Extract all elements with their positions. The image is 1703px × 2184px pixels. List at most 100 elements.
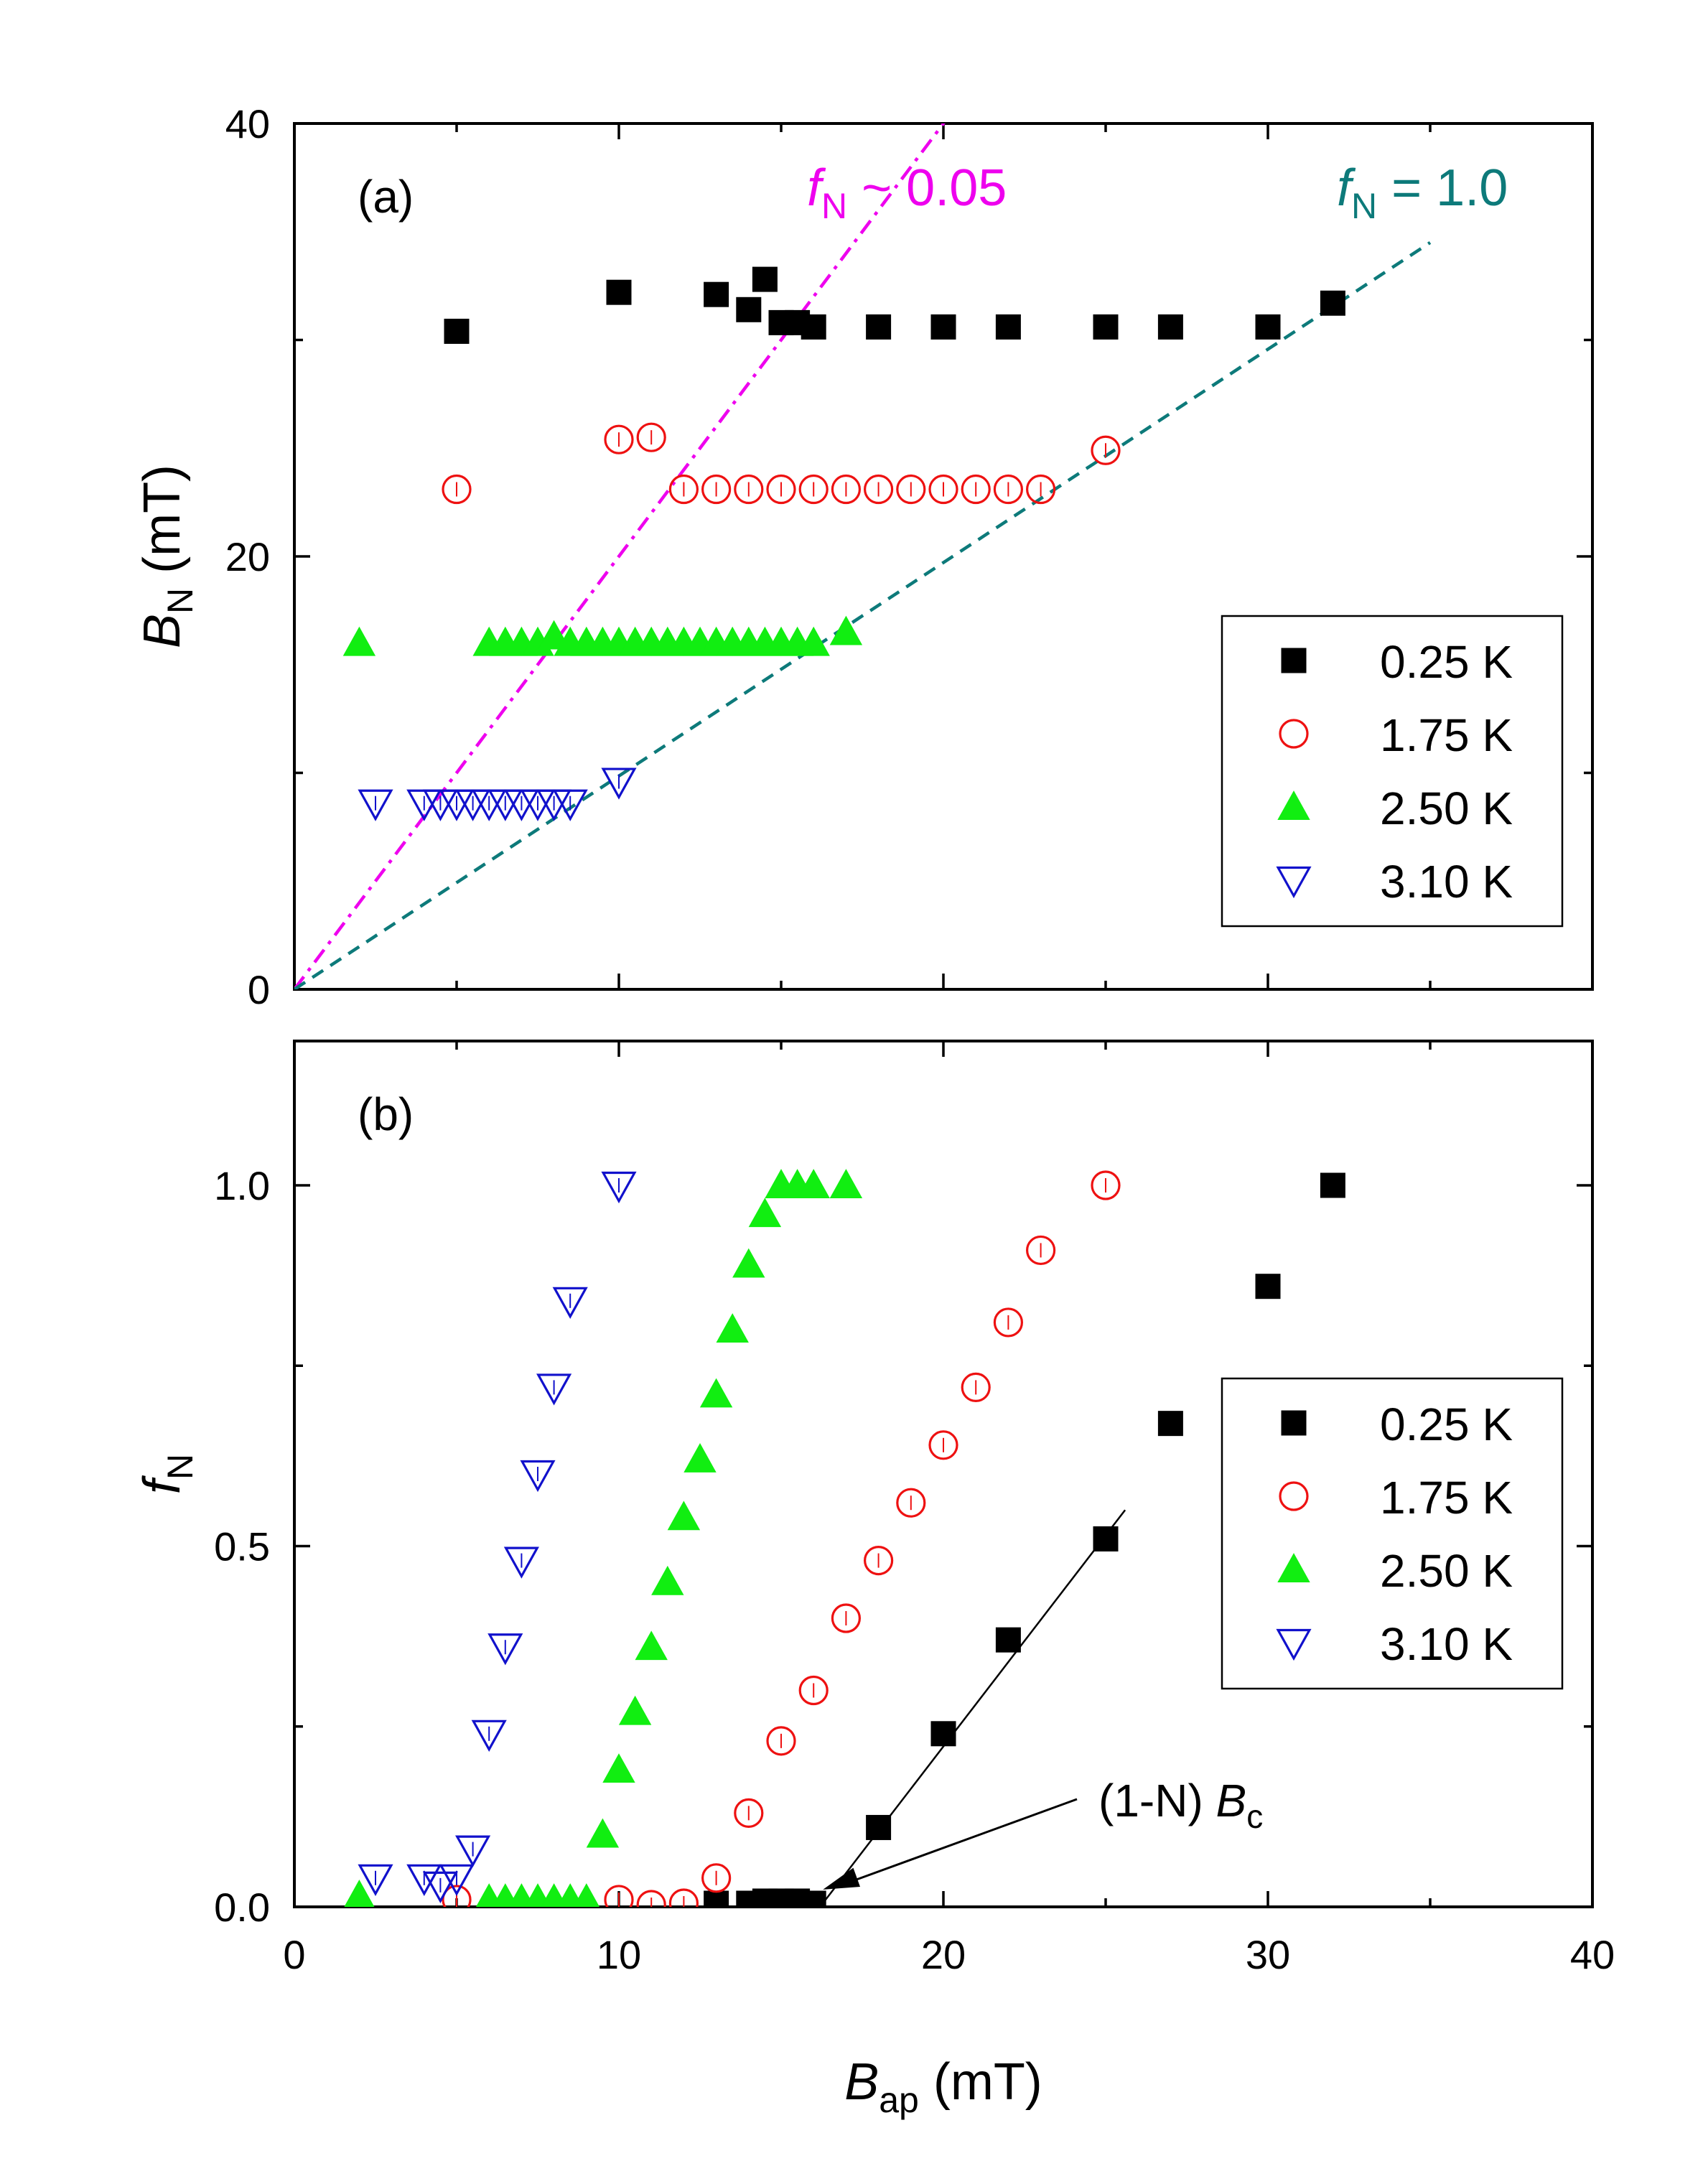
series-175 [442,422,1121,505]
y-axis-label: fN [134,1454,200,1494]
legend-label: 0.25 K [1380,636,1513,688]
data-point [636,1890,666,1907]
data-point [344,1880,375,1907]
data-point [455,1835,491,1867]
data-point [732,1248,765,1278]
data-point [766,474,796,505]
guide-line-fn-005 [294,123,946,989]
data-point [734,1798,764,1828]
legend-marker [1281,648,1307,673]
data-point [1157,314,1183,340]
data-point [487,1633,523,1666]
annotation-arrow-head [823,1867,861,1890]
legend-marker [1281,1410,1307,1436]
data-point [668,474,699,505]
data-point [930,314,956,340]
data-point [439,1864,475,1896]
x-tick-label: 10 [597,1932,641,1977]
data-point [1320,1172,1345,1198]
data-point [552,789,588,821]
data-point [928,474,958,505]
data-point [604,424,634,454]
data-point [866,1814,892,1840]
data-point [797,1169,830,1198]
data-point [930,1721,956,1747]
data-point [586,1818,620,1848]
legend: 0.25 K 1.75 K 2.50 K 3.10 K [1221,1377,1564,1690]
data-point [928,1430,958,1460]
data-point [801,1890,826,1907]
series-310 [358,1171,637,1903]
series-025 [444,266,1345,344]
data-point [601,767,637,800]
data-point [636,422,666,452]
data-point [442,474,472,505]
data-point [766,1726,796,1756]
data-point [1091,1170,1121,1200]
panel-label: (b) [358,1088,414,1140]
data-point [831,474,862,505]
legend-label: 0.25 K [1380,1399,1513,1450]
guide-label-fn-005: fN ~ 0.05 [807,159,1007,226]
data-point [863,1546,894,1576]
data-point [863,474,894,505]
data-point [831,1603,862,1633]
data-point [536,1373,572,1406]
y-tick-label: 0.5 [214,1524,270,1569]
legend-marker [1276,1628,1312,1661]
data-point [701,474,732,505]
legend-marker [1279,1481,1309,1511]
y-tick-label: 1.0 [214,1163,270,1208]
data-point [358,1864,393,1896]
data-point [601,1171,637,1204]
y-tick-label: 0 [248,967,270,1012]
data-point [829,1169,863,1198]
series-025 [704,1172,1345,1907]
data-point [961,474,991,505]
legend-label: 3.10 K [1380,856,1513,907]
data-point [422,1871,458,1903]
data-point [358,789,393,821]
annotation-arrow-shaft [848,1798,1078,1884]
data-point [668,1888,699,1907]
data-point [520,1460,556,1493]
data-point [471,1719,507,1752]
data-point [993,1307,1024,1338]
x-axis-label: Bap (mT) [844,2053,1042,2120]
series-250 [344,1169,863,1907]
data-point [866,314,892,340]
data-point [734,474,764,505]
data-point [995,1627,1021,1653]
data-point [995,314,1021,340]
data-point [704,281,729,307]
data-point [752,266,778,292]
legend-marker [1277,790,1310,820]
data-point [1320,290,1345,316]
data-point [896,1488,926,1518]
data-point [704,1890,729,1907]
fit-line [819,1509,1126,1907]
data-point [683,1443,717,1473]
data-point [701,1863,732,1893]
data-point [1093,314,1119,340]
data-point [552,1287,588,1319]
data-point [993,474,1024,505]
data-point [573,1883,600,1907]
series-175 [442,1170,1121,1907]
data-point [1025,474,1056,505]
legend-box [1221,1377,1564,1690]
guide-label-fn-10: fN = 1.0 [1337,159,1508,226]
legend-label: 1.75 K [1380,1472,1513,1523]
data-point [1025,1235,1056,1266]
y-axis-label: BN (mT) [134,465,200,648]
data-point [635,1630,668,1661]
data-point [1157,1411,1183,1437]
panel-a: 0 20 40 BN (mT) (a) fN ~ 0.05 fN = 1.0 0.25 K 1.… [134,101,1594,1012]
data-point [503,1546,539,1579]
annotation-text: (1-N) Bc [1098,1775,1263,1835]
y-tick-label: 40 [225,101,270,146]
data-point [716,1313,749,1343]
y-tick-label: 0.0 [214,1885,270,1930]
data-point [748,1198,782,1228]
data-point [1093,1526,1119,1551]
